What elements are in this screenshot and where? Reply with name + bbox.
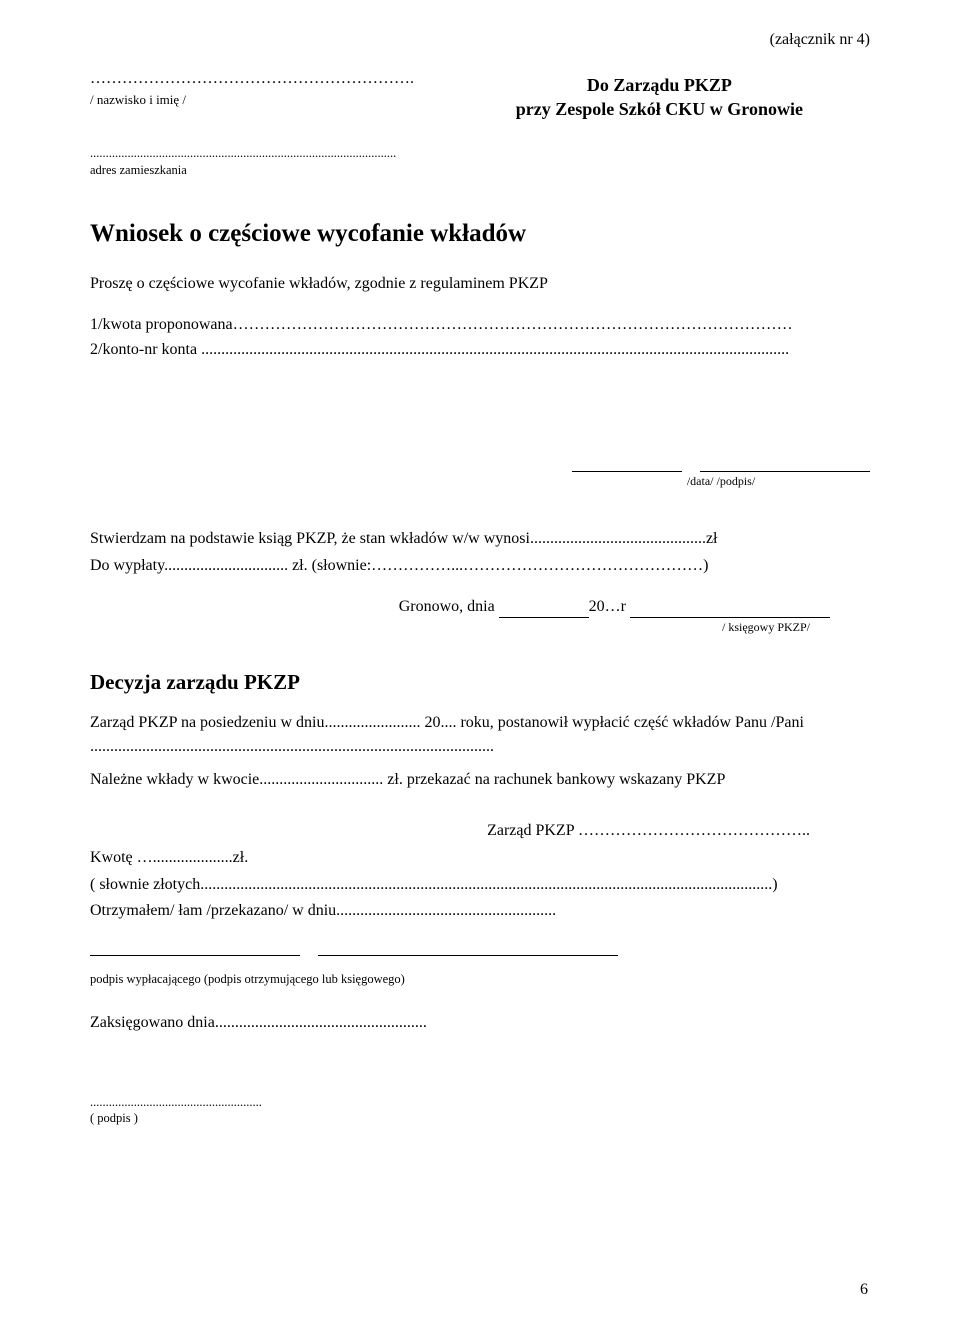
confirm-line-1: Stwierdzam na podstawie ksiąg PKZP, że s… — [90, 529, 870, 550]
name-dotline: ……………………………………………………. — [90, 69, 449, 90]
to-line-1: Do Zarządu PKZP — [449, 73, 870, 97]
intro-paragraph: Proszę o częściowe wycofanie wkładów, zg… — [90, 274, 870, 295]
otrzymalem-line: Otrzymałem/ łam /przekazano/ w dniu.....… — [90, 901, 870, 922]
kwote-line: Kwotę …....................zł. — [90, 848, 870, 869]
gronowo-sign-underline — [630, 604, 830, 618]
decision-line-2: Należne wkłady w kwocie.................… — [90, 770, 870, 791]
gronowo-date-underline — [499, 604, 589, 618]
to-line-2: przy Zespole Szkół CKU w Gronowie — [449, 97, 870, 121]
rule-1 — [90, 942, 300, 956]
signature-block-1: /data/ /podpis/ — [90, 451, 870, 492]
slownie-line: ( słownie złotych.......................… — [90, 875, 870, 896]
address-dotline: ........................................… — [90, 145, 870, 161]
header-row: ……………………………………………………. / nazwisko i imię … — [90, 69, 870, 122]
document-title: Wniosek o częściowe wycofanie wkładów — [90, 218, 870, 251]
gronowo-caption: / księgowy PKZP/ — [90, 620, 870, 636]
spacer — [304, 942, 314, 956]
confirm-line-2: Do wypłaty..............................… — [90, 556, 870, 577]
address-block: ........................................… — [90, 145, 870, 178]
header-recipient: Do Zarządu PKZP przy Zespole Szkół CKU w… — [449, 69, 870, 122]
podpis-dots: ........................................… — [90, 1094, 870, 1110]
zaksiegowano-line: Zaksięgowano dnia.......................… — [90, 1013, 870, 1034]
page: (załącznik nr 4) ……………………………………………………. /… — [0, 0, 960, 1323]
decision-dots: ........................................… — [90, 737, 870, 758]
field-kwota: 1/kwota proponowana………………………………………………………… — [90, 315, 870, 336]
header-left: ……………………………………………………. / nazwisko i imię … — [90, 69, 449, 109]
gronowo-line: Gronowo, dnia 20…r — [90, 597, 870, 618]
rule-2 — [318, 942, 618, 956]
decision-title: Decyzja zarządu PKZP — [90, 669, 870, 696]
address-label: adres zamieszkania — [90, 162, 870, 178]
podpis-label: ( podpis ) — [90, 1110, 870, 1126]
date-underline — [572, 458, 682, 472]
attachment-label: (załącznik nr 4) — [90, 30, 870, 51]
gronowo-mid: 20…r — [589, 598, 630, 615]
sign-underline — [700, 458, 870, 472]
page-number: 6 — [860, 1280, 868, 1301]
sig1-caption: /data/ /podpis/ — [572, 474, 870, 490]
decision-line-1: Zarząd PKZP na posiedzeniu w dniu.......… — [90, 711, 870, 736]
field-konto: 2/konto-nr konta .......................… — [90, 340, 870, 361]
zarzad-sign-line: Zarząd PKZP …………………………………….. — [90, 821, 870, 842]
signature-rules — [90, 942, 870, 963]
name-label: / nazwisko i imię / — [90, 92, 449, 109]
gronowo-pre: Gronowo, dnia — [399, 598, 499, 615]
podpis-caption: podpis wypłacającego (podpis otrzymujące… — [90, 971, 870, 987]
